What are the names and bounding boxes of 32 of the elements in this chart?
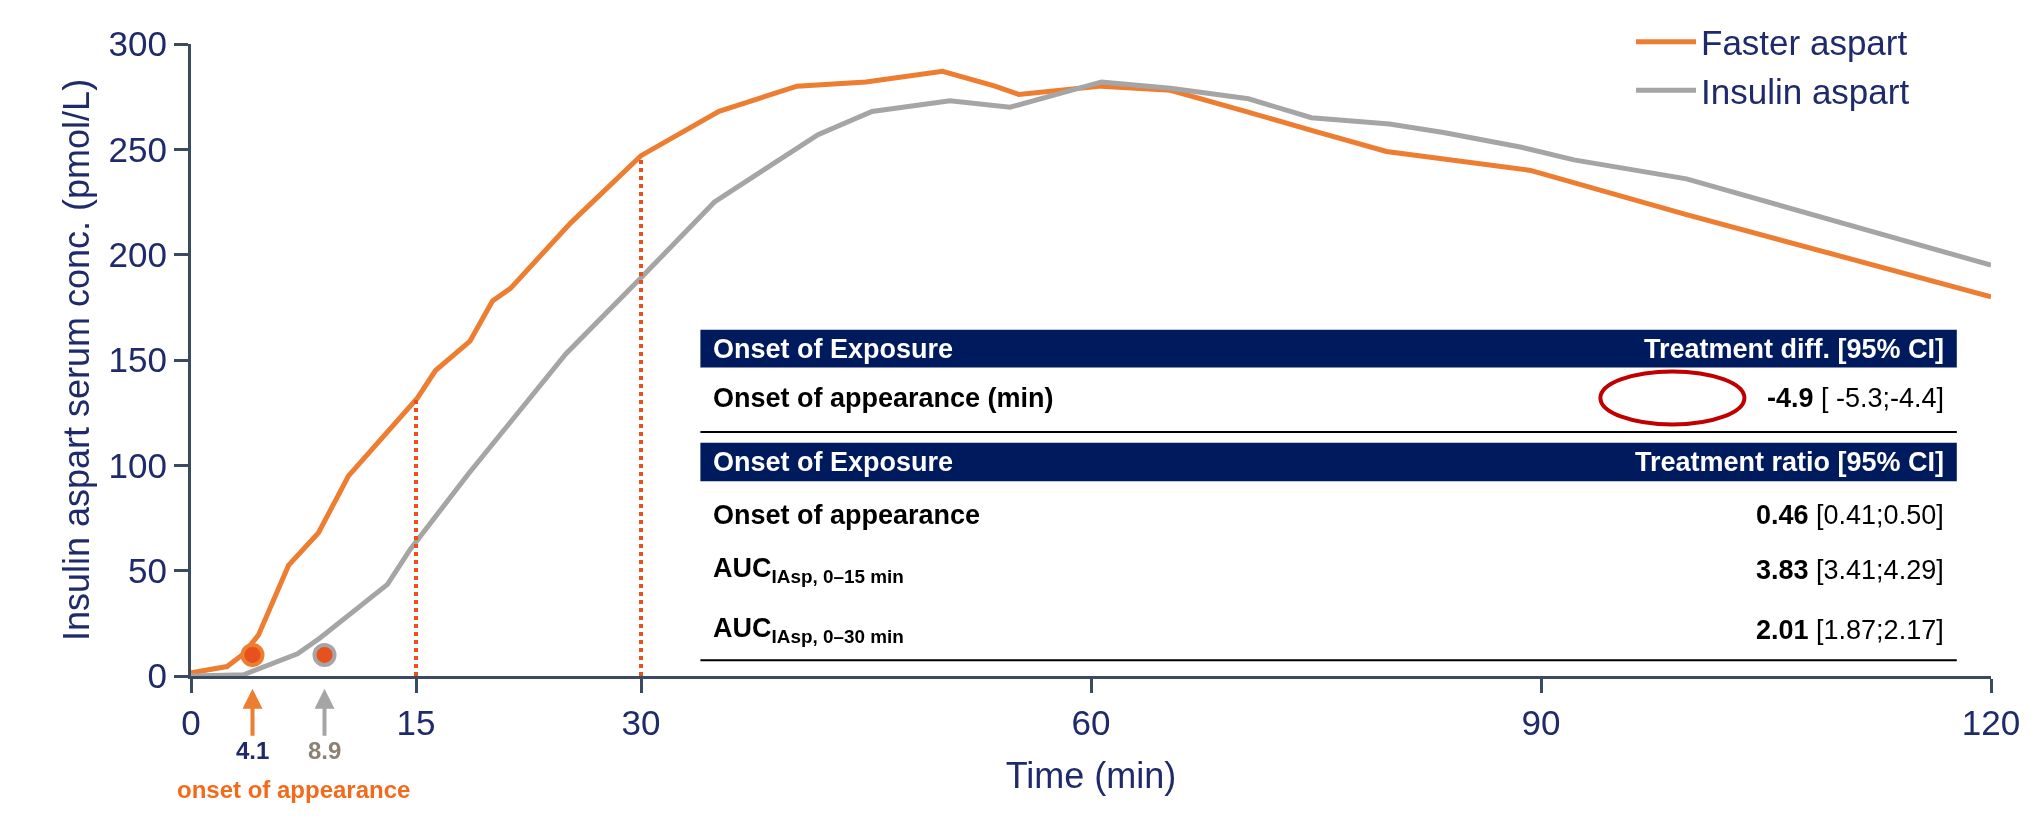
text: onset of appearance	[177, 776, 411, 803]
annotation: Onset of Exposure	[713, 447, 954, 477]
annotation: Onset of Exposure	[713, 334, 954, 364]
annotation: 2.01 [1.87;2.17]	[1756, 615, 1944, 645]
y-tick-label: 0	[147, 656, 167, 696]
text: 4.1	[236, 737, 270, 764]
x-tick-label: 120	[1961, 703, 2021, 742]
annotation: -4.9 [ -5.3;-4.4]	[1767, 383, 1945, 413]
y-axis-title: Insulin aspart serum conc. (pmol/L)	[56, 78, 98, 642]
annotation: AUC$_{IAsp, 0–15 min}$	[713, 553, 904, 587]
annotation: AUC$_{IAsp, 0–30 min}$	[713, 613, 904, 647]
y-tick-label: 50	[128, 550, 167, 590]
annotation: 3.83 [3.41;4.29]	[1756, 555, 1944, 585]
y-tick-label: 250	[108, 129, 167, 169]
x-tick-label: 90	[1521, 703, 1561, 742]
legend-label: Insulin aspart	[1701, 71, 1910, 111]
annotation: Onset of appearance (min)	[713, 383, 1054, 413]
annotation: Treatment ratio [95% CI]	[1635, 447, 1945, 477]
y-tick-label: 200	[108, 234, 167, 274]
x-axis-title: Time (min)	[1005, 754, 1177, 796]
annotation: 0.46 [0.41;0.50]	[1756, 500, 1944, 530]
x-tick-label: 0	[181, 703, 201, 742]
x-tick-label: 15	[396, 703, 436, 742]
annotation: Treatment diff. [95% CI]	[1644, 334, 1945, 364]
y-tick-label: 300	[108, 24, 167, 64]
y-tick-label: 100	[108, 445, 167, 485]
legend-label: Faster aspart	[1701, 23, 1908, 63]
y-tick-label: 150	[108, 340, 167, 380]
text: 8.9	[308, 737, 342, 764]
x-tick-label: 30	[621, 703, 661, 742]
x-tick-label: 60	[1071, 703, 1111, 742]
annotation: Onset of appearance	[713, 500, 981, 530]
